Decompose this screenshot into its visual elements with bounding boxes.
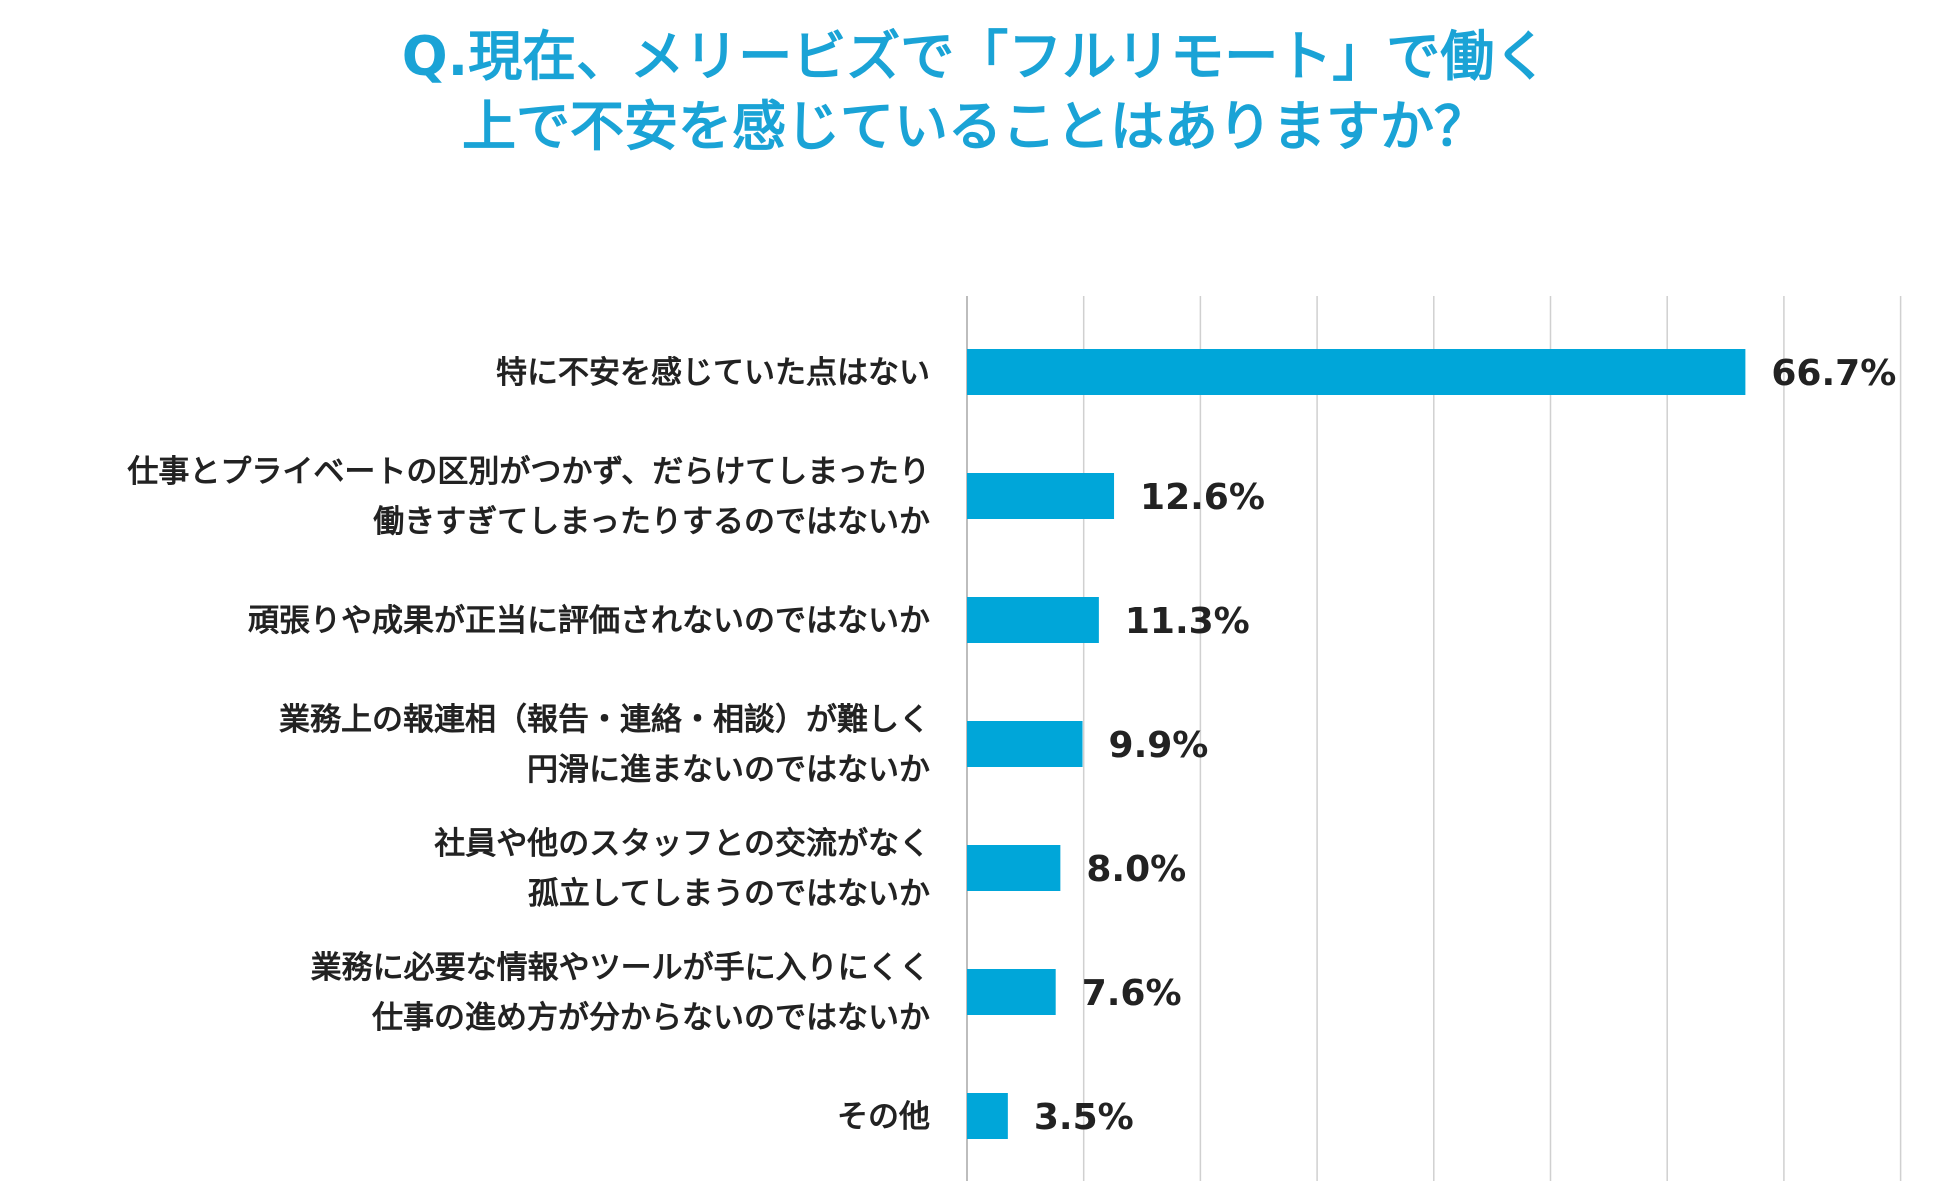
- category-label: 業務に必要な情報やツールが手に入りにくく: [311, 950, 930, 986]
- value-label: 7.6%: [1082, 973, 1182, 1014]
- bar: [967, 1093, 1008, 1139]
- value-label: 12.6%: [1140, 477, 1265, 518]
- bar: [967, 845, 1061, 891]
- bar: [967, 721, 1083, 767]
- category-label: 働きすぎてしまったりするのではないか: [373, 504, 930, 540]
- category-label: 特に不安を感じていた点はない: [496, 355, 930, 391]
- chart-title: Q.現在、メリービズで「フルリモート」で働く 上で不安を感じていることはあります…: [0, 22, 1950, 162]
- bar: [967, 969, 1056, 1015]
- value-label: 8.0%: [1086, 849, 1186, 890]
- category-label: 孤立してしまうのではないか: [528, 876, 930, 912]
- value-label: 9.9%: [1109, 725, 1209, 766]
- category-labels: 特に不安を感じていた点はない仕事とプライベートの区別がつかず、だらけてしまったり…: [127, 355, 930, 1135]
- bars: [967, 349, 1746, 1139]
- bar: [967, 349, 1746, 395]
- category-label: 業務上の報連相（報告・連絡・相談）が難しく: [279, 702, 930, 738]
- category-label: 社員や他のスタッフとの交流がなく: [434, 826, 930, 862]
- chart-title-line-2: 上で不安を感じていることはありますか？: [462, 95, 1488, 158]
- category-label: 仕事とプライベートの区別がつかず、だらけてしまったり: [127, 454, 930, 490]
- bar: [967, 597, 1099, 643]
- bar: [967, 473, 1115, 519]
- value-label: 66.7%: [1771, 353, 1896, 394]
- category-label: 頑張りや成果が正当に評価されないのではないか: [248, 603, 930, 639]
- gridlines: [966, 296, 1902, 1181]
- value-label: 11.3%: [1125, 601, 1250, 642]
- chart-title-line-1: Q.現在、メリービズで「フルリモート」で働く: [401, 25, 1549, 88]
- category-label: 円滑に進まないのではないか: [527, 752, 930, 788]
- category-label: その他: [837, 1099, 930, 1135]
- category-label: 仕事の進め方が分からないのではないか: [372, 1000, 930, 1036]
- value-labels: 66.7% 12.6% 11.3% 9.9% 8.0% 7.6% 3.5%: [1034, 353, 1896, 1138]
- value-label: 3.5%: [1034, 1097, 1134, 1138]
